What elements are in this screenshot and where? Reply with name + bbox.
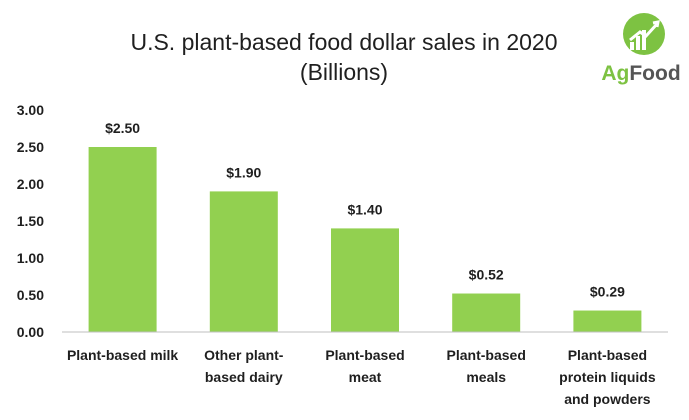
logo-wordmark: AgFood xyxy=(601,62,680,85)
x-category-label-line: Plant-based milk xyxy=(67,347,178,363)
y-tick-label: 1.50 xyxy=(17,213,44,229)
y-tick-label: 0.00 xyxy=(17,324,44,340)
y-tick-label: 0.50 xyxy=(17,287,44,303)
x-category-label-line: and powders xyxy=(564,391,651,407)
logo-prefix: Ag xyxy=(601,62,629,85)
x-category-label-line: Plant-based xyxy=(447,347,526,363)
data-label: $0.29 xyxy=(590,284,625,300)
x-category-label-line: based dairy xyxy=(205,369,283,385)
bar xyxy=(452,293,521,332)
y-axis: 0.00 0.50 1.00 1.50 2.00 2.50 3.00 xyxy=(17,102,44,340)
x-category-label-line: Plant-based xyxy=(568,347,647,363)
y-tick-label: 2.00 xyxy=(17,176,44,192)
bar xyxy=(88,147,157,332)
x-category-label: Plant-based meat xyxy=(325,347,404,385)
y-tick-label: 2.50 xyxy=(17,139,44,155)
x-axis: Plant-based milk Other plant-based dairy P… xyxy=(67,347,656,407)
bars-group xyxy=(88,147,642,332)
agfood-logo: AgFood xyxy=(601,13,681,85)
bar xyxy=(331,228,399,332)
x-category-label: Plant-based milk xyxy=(67,347,178,363)
x-category-label: Other plant-based dairy xyxy=(204,347,284,385)
x-category-label-line: meals xyxy=(466,369,506,385)
data-label: $1.40 xyxy=(347,201,382,217)
y-tick-label: 3.00 xyxy=(17,102,44,118)
x-category-label: Plant-based protein liquids and powders xyxy=(559,347,656,407)
y-tick-label: 1.00 xyxy=(17,250,44,266)
x-category-label-line: meat xyxy=(349,369,382,385)
chart-title: U.S. plant-based food dollar sales in 20… xyxy=(130,29,557,55)
data-label: $1.90 xyxy=(226,164,261,180)
x-category-label-line: Plant-based xyxy=(325,347,404,363)
logo-suffix: Food xyxy=(629,62,680,85)
bar xyxy=(573,310,642,332)
data-label: $0.52 xyxy=(469,267,504,283)
x-category-label-line: protein liquids xyxy=(559,369,656,385)
bar xyxy=(209,191,278,332)
data-label: $2.50 xyxy=(105,120,140,136)
data-labels-group: $2.50 $1.90 $1.40 $0.52 $0.29 xyxy=(105,120,625,300)
x-category-label: Plant-based meals xyxy=(447,347,526,385)
chart-subtitle: (Billions) xyxy=(300,59,388,85)
x-category-label-line: Other plant- xyxy=(204,347,284,363)
growth-chart-leaf-icon xyxy=(623,13,665,55)
